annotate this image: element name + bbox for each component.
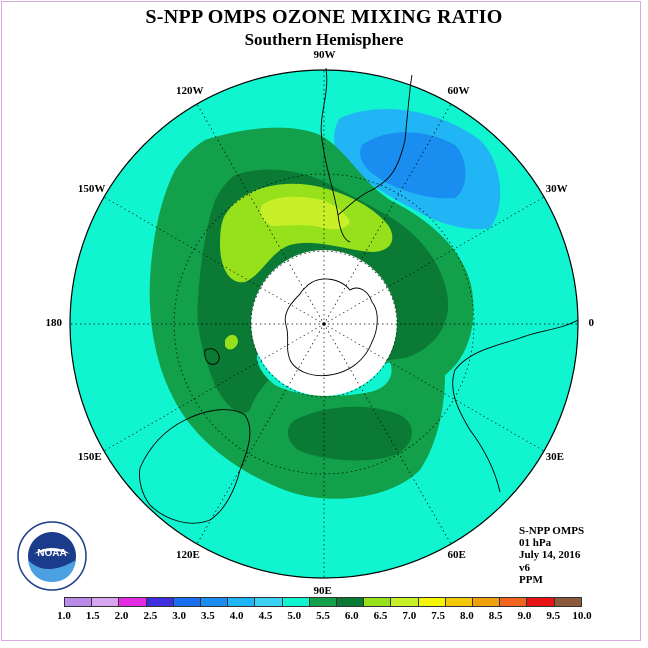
longitude-label: 30E [545, 451, 564, 463]
colorbar-swatch [500, 598, 528, 606]
colorbar-swatch [527, 598, 555, 606]
info-block: S-NPP OMPS 01 hPa July 14, 2016 v6 PPM [519, 525, 584, 586]
colorbar-swatch [364, 598, 392, 606]
info-date: July 14, 2016 [519, 549, 581, 562]
plot-frame [1, 1, 641, 641]
south-america-coast [320, 67, 413, 243]
colorbar-swatch [92, 598, 120, 606]
meridian-line [327, 196, 545, 323]
colorbar-tick-label: 1.0 [57, 610, 71, 622]
info-version: v6 [519, 561, 530, 574]
colorbar-swatch [282, 598, 310, 606]
longitude-label: 60E [447, 549, 466, 562]
colorbar-tick-label: 5.5 [316, 610, 330, 622]
longitude-label: 120E [176, 549, 200, 562]
south-pole-marker [322, 322, 326, 326]
colorbar-swatch [201, 598, 229, 606]
ozone-field [70, 70, 578, 578]
contour-6-0-south [287, 406, 412, 461]
longitude-label: 180 [45, 317, 63, 329]
longitude-label: 150E [77, 451, 102, 463]
colorbar-tick-label: 2.0 [114, 610, 129, 622]
africa-coast [452, 319, 579, 493]
map-subtitle: Southern Hemisphere [244, 30, 404, 49]
colorbar-swatch [418, 598, 446, 606]
longitude-label: 30W [545, 183, 568, 195]
contour-3-5 [360, 132, 466, 199]
latitude-circle [173, 173, 475, 475]
antarctica-coast [284, 278, 378, 377]
longitude-label: 150W [77, 183, 106, 195]
longitude-label: 60W [447, 84, 470, 97]
colorbar-swatch [119, 598, 147, 606]
colorbar-swatch [65, 598, 93, 606]
colorbar-swatch [473, 598, 501, 606]
meridian-line [196, 327, 323, 545]
colorbar-tick-label: 6.0 [344, 610, 359, 622]
colorbar [64, 597, 582, 607]
map-boundary [69, 69, 579, 579]
longitude-label: 90W [313, 49, 336, 61]
meridian-line [103, 325, 321, 452]
colorbar-tick-label: 6.5 [373, 610, 388, 622]
noaa-logo-text: NOAA [37, 548, 66, 559]
colorbar-swatch [228, 598, 256, 606]
coastlines [139, 67, 579, 524]
colorbar-swatch [309, 598, 338, 606]
contour-7-0 [260, 196, 350, 230]
colorbar-swatch [173, 598, 202, 606]
meridian-line [103, 196, 321, 323]
colorbar-ticks: 1.0 1.5 2.0 2.5 3.0 3.5 4.0 4.5 5.0 5.5 6.0 6.5 7.0 7… [57, 610, 592, 624]
colorbar-tick-label: 9.5 [546, 610, 561, 622]
colorbar-tick-label: 8.0 [460, 610, 474, 622]
longitude-label: 120W [176, 84, 204, 97]
colorbar-swatch [255, 598, 283, 606]
info-instrument: S-NPP OMPS [519, 525, 585, 537]
colorbar-tick-label: 9.0 [517, 610, 532, 622]
colorbar-tick-label: 8.5 [488, 610, 503, 622]
colorbar-tick-label: 1.5 [85, 610, 100, 622]
info-level: 01 hPa [519, 537, 552, 550]
colorbar-tick-label: 7.5 [431, 610, 445, 622]
colorbar-tick-label: 5.0 [287, 610, 302, 622]
noaa-logo: NOAA [17, 521, 87, 591]
info-units: PPM [519, 573, 543, 586]
contour-6-5-patch [225, 334, 238, 350]
colorbar-swatch [391, 598, 419, 606]
new-zealand-coast [204, 348, 220, 365]
longitude-label: 90E [313, 585, 332, 597]
colorbar-swatch [554, 598, 581, 606]
colorbar-tick-label: 10.0 [572, 610, 592, 622]
colorbar-tick-label: 2.5 [143, 610, 158, 622]
colorbar-tick-label: 3.5 [201, 610, 215, 622]
colorbar-swatch [337, 598, 365, 606]
colorbar-tick-label: 4.5 [258, 610, 273, 622]
colorbar-swatch [146, 598, 174, 606]
longitude-label: 0 [588, 317, 595, 329]
colorbar-tick-label: 4.0 [229, 610, 244, 622]
colorbar-tick-label: 3.0 [172, 610, 186, 622]
australia-coast [139, 409, 251, 524]
meridian-line [327, 325, 545, 452]
meridian-line [325, 103, 452, 321]
meridian-line [196, 103, 323, 321]
colorbar-tick-label: 7.0 [402, 610, 417, 622]
colorbar-swatch [445, 598, 474, 606]
meridians [70, 70, 578, 578]
meridian-line [325, 327, 452, 545]
map-title: S-NPP OMPS OZONE MIXING RATIO [145, 6, 503, 28]
